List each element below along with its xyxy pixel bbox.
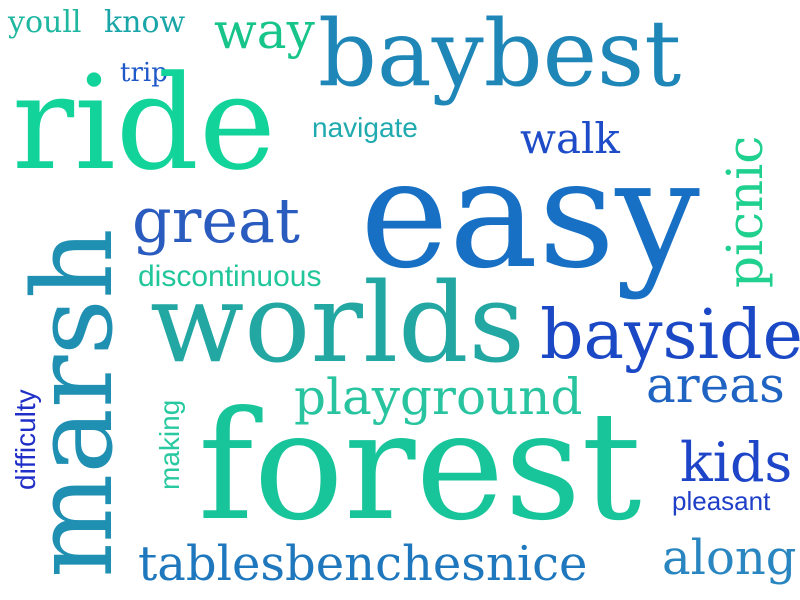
word-baybest: baybest <box>318 0 682 107</box>
word-forest: forest <box>198 380 642 554</box>
word-youll: youll <box>8 5 82 40</box>
word-know: know <box>104 5 186 40</box>
word-discontinuous: discontinuous <box>138 260 322 293</box>
word-easy: easy <box>360 128 700 302</box>
word-along: along <box>662 530 797 586</box>
word-picnic: picnic <box>716 135 774 288</box>
word-great: great <box>132 184 300 257</box>
word-worlds: worlds <box>150 259 526 387</box>
word-playground: playground <box>294 368 583 426</box>
word-tablesbenchesnice: tablesbenchesnice <box>138 536 588 592</box>
word-kids: kids <box>680 431 793 494</box>
word-pleasant: pleasant <box>672 486 771 516</box>
word-areas: areas <box>646 356 785 414</box>
word-making: making <box>154 399 185 490</box>
word-bayside: bayside <box>540 296 800 375</box>
word-trip: trip <box>120 58 168 88</box>
word-way: way <box>214 2 315 60</box>
word-navigate: navigate <box>312 112 418 143</box>
word-difficulty: difficulty <box>10 389 41 490</box>
word-ride: ride <box>12 47 276 199</box>
word-walk: walk <box>520 114 620 163</box>
